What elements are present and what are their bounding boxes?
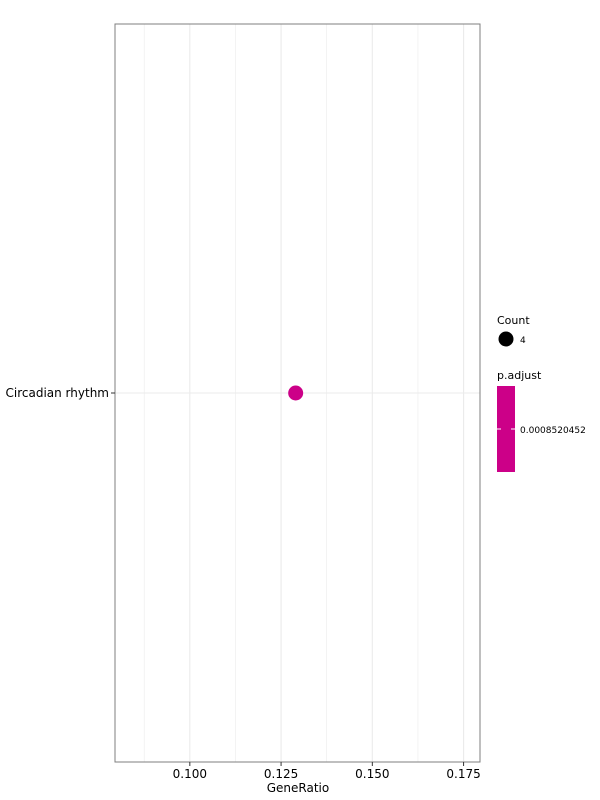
legend-padjust-label: 0.0008520452	[520, 426, 586, 436]
legend-padjust-title: p.adjust	[497, 369, 542, 382]
x-axis: 0.100 0.125 0.150 0.175	[173, 762, 481, 781]
legend-count-title: Count	[497, 314, 530, 327]
legend-count-dot	[498, 331, 514, 347]
plot-panel	[114, 23, 481, 763]
legend: Count 4 p.adjust 0.0008520452	[497, 314, 586, 472]
y-axis: Circadian rhythm	[6, 386, 115, 400]
legend-colorbar	[497, 386, 515, 472]
data-points	[288, 385, 304, 401]
x-tick-label: 0.100	[173, 767, 207, 781]
x-tick-label: 0.150	[355, 767, 389, 781]
major-gridlines	[115, 24, 480, 762]
data-point	[288, 385, 304, 401]
y-category-label: Circadian rhythm	[6, 386, 110, 400]
x-tick-label: 0.175	[446, 767, 480, 781]
x-tick-label: 0.125	[264, 767, 298, 781]
x-axis-title: GeneRatio	[267, 781, 329, 795]
legend-count-label: 4	[520, 336, 526, 346]
